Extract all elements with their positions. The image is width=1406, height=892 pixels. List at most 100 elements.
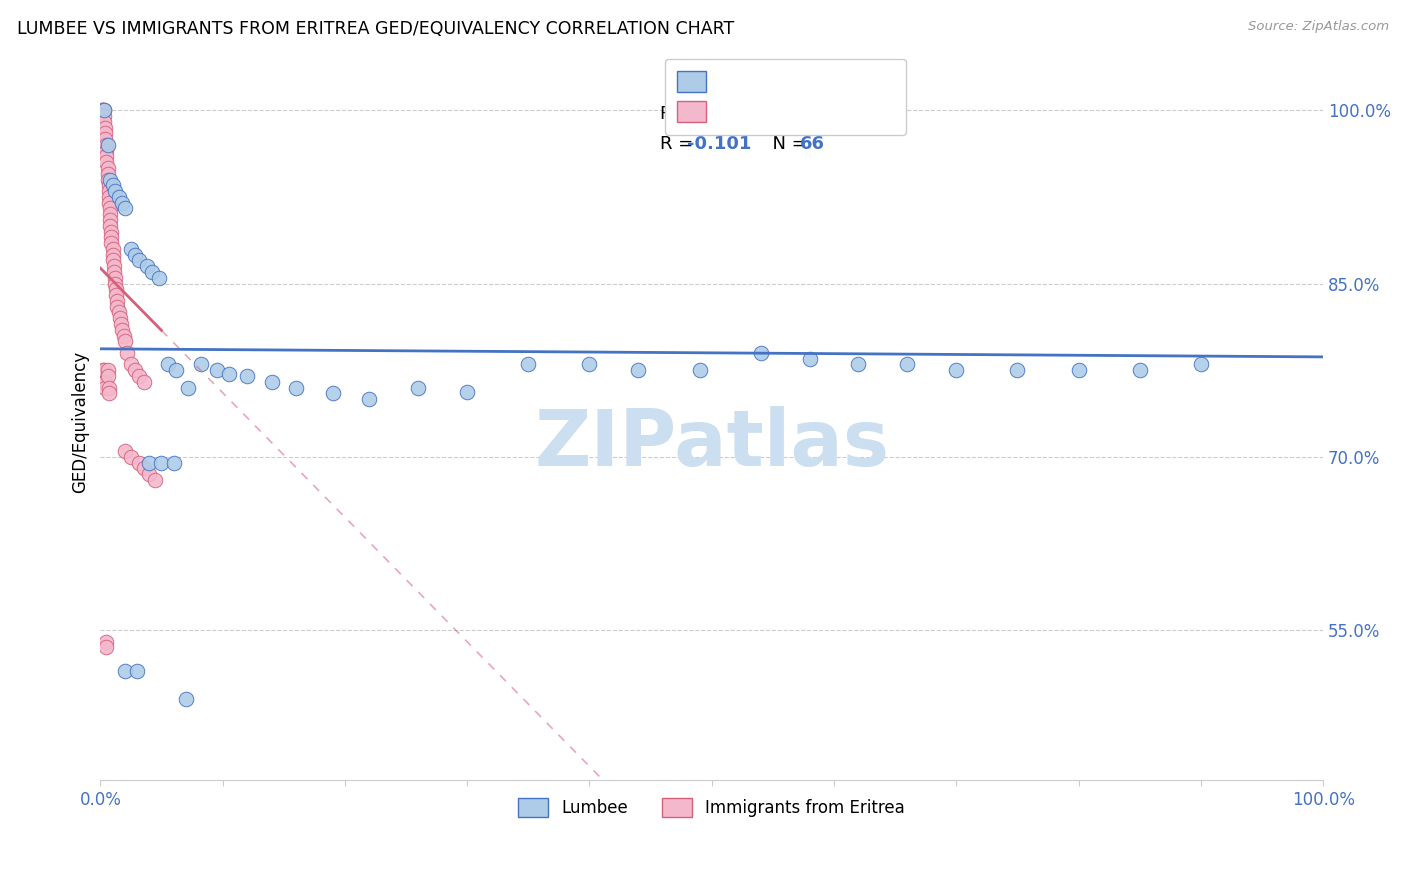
Point (93, 103, 115, 118)
Text: -0.101: -0.101 (688, 136, 752, 153)
Point (98, 219, 121, 233)
Point (97, 190, 120, 204)
Text: -0.018: -0.018 (688, 105, 752, 123)
Text: LUMBEE VS IMMIGRANTS FROM ERITREA GED/EQUIVALENCY CORRELATION CHART: LUMBEE VS IMMIGRANTS FROM ERITREA GED/EQ… (17, 20, 734, 37)
Point (96, 137, 118, 152)
Point (94, 132, 117, 146)
Point (138, 456, 160, 470)
Point (90, 103, 112, 118)
Point (141, 265, 163, 279)
Point (578, 358, 600, 372)
Point (94, 375, 117, 389)
Text: 66: 66 (800, 136, 825, 153)
Point (97, 137, 120, 152)
Point (93, 363, 115, 377)
Point (98, 207, 121, 221)
Point (101, 253, 124, 268)
Point (90, 103, 112, 118)
Point (749, 346, 772, 360)
Point (91, 103, 114, 118)
Point (97, 363, 120, 377)
Text: R =: R = (661, 105, 699, 123)
Point (260, 375, 283, 389)
Point (96, 144, 118, 158)
Point (150, 456, 173, 470)
Point (100, 236, 122, 251)
Point (101, 248, 124, 262)
Point (108, 311, 131, 326)
Point (135, 259, 157, 273)
Point (94, 127, 117, 141)
Point (98, 172, 121, 186)
Point (110, 317, 132, 331)
Point (104, 277, 127, 291)
Point (148, 270, 170, 285)
Point (174, 692, 197, 706)
Point (93, 115, 115, 129)
Point (896, 358, 918, 372)
Point (111, 195, 134, 210)
Point (117, 346, 139, 360)
Point (517, 358, 540, 372)
Point (104, 184, 127, 198)
Point (91, 103, 114, 118)
Point (100, 230, 122, 244)
Point (125, 664, 148, 678)
Point (97, 172, 120, 186)
Point (177, 380, 200, 394)
Point (97, 195, 120, 210)
Point (1189, 358, 1212, 372)
Point (1007, 363, 1029, 377)
Point (103, 259, 125, 273)
Point (97, 386, 120, 401)
Point (128, 456, 150, 470)
Point (322, 386, 344, 401)
Point (103, 265, 125, 279)
Point (236, 368, 259, 383)
Point (205, 363, 228, 377)
Text: Source: ZipAtlas.com: Source: ZipAtlas.com (1249, 20, 1389, 33)
Point (96, 634, 118, 648)
Point (112, 328, 135, 343)
Point (97, 167, 120, 181)
Point (456, 385, 478, 400)
Point (120, 450, 142, 464)
Point (114, 334, 136, 349)
Point (114, 664, 136, 678)
Point (107, 293, 129, 308)
Point (1067, 363, 1090, 377)
Y-axis label: GED/Equivalency: GED/Equivalency (72, 351, 89, 493)
Point (627, 363, 650, 377)
Point (1129, 363, 1152, 377)
Point (105, 288, 128, 302)
Point (128, 253, 150, 268)
Point (114, 202, 136, 216)
Point (124, 248, 146, 262)
Point (165, 363, 187, 377)
Point (114, 444, 136, 458)
Point (107, 305, 129, 319)
Legend: Lumbee, Immigrants from Eritrea: Lumbee, Immigrants from Eritrea (510, 789, 914, 826)
Point (96, 149, 118, 163)
Point (120, 242, 142, 256)
Point (91, 363, 114, 377)
Point (156, 358, 179, 372)
Point (689, 363, 711, 377)
Point (101, 242, 124, 256)
Point (945, 363, 967, 377)
Point (134, 461, 156, 475)
Point (94, 120, 117, 135)
Point (98, 202, 121, 216)
Point (848, 358, 870, 372)
Point (101, 178, 124, 193)
Point (111, 323, 134, 337)
Text: N =: N = (761, 136, 813, 153)
Text: ZIPatlas: ZIPatlas (534, 406, 889, 482)
Point (97, 178, 120, 193)
Point (100, 225, 122, 239)
Text: N =: N = (761, 105, 813, 123)
Point (97, 184, 120, 198)
Point (124, 363, 146, 377)
Point (97, 161, 120, 175)
Text: R =: R = (661, 136, 699, 153)
